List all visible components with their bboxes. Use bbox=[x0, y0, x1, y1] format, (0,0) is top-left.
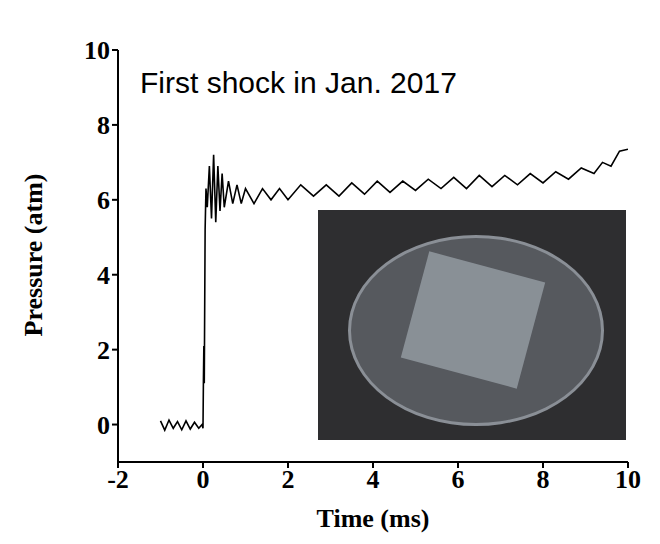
html-text:First shock in Jan. 2017: First shock in Jan. 2017 bbox=[140, 66, 457, 99]
svg-text:6: 6 bbox=[452, 465, 465, 494]
svg-text:8: 8 bbox=[537, 465, 550, 494]
svg-text:10: 10 bbox=[615, 465, 641, 494]
svg-text:10: 10 bbox=[84, 36, 110, 65]
svg-text:0: 0 bbox=[197, 465, 210, 494]
svg-text:8: 8 bbox=[97, 111, 110, 140]
svg-text:4: 4 bbox=[367, 465, 380, 494]
html-text:Pressure (atm): Pressure (atm) bbox=[19, 173, 48, 337]
svg-text:4: 4 bbox=[97, 261, 110, 290]
svg-text:6: 6 bbox=[97, 186, 110, 215]
svg-text:0: 0 bbox=[97, 411, 110, 440]
html-text:Time (ms): Time (ms) bbox=[316, 504, 430, 533]
svg-text:2: 2 bbox=[97, 336, 110, 365]
svg-text:-2: -2 bbox=[107, 465, 129, 494]
svg-text:2: 2 bbox=[282, 465, 295, 494]
